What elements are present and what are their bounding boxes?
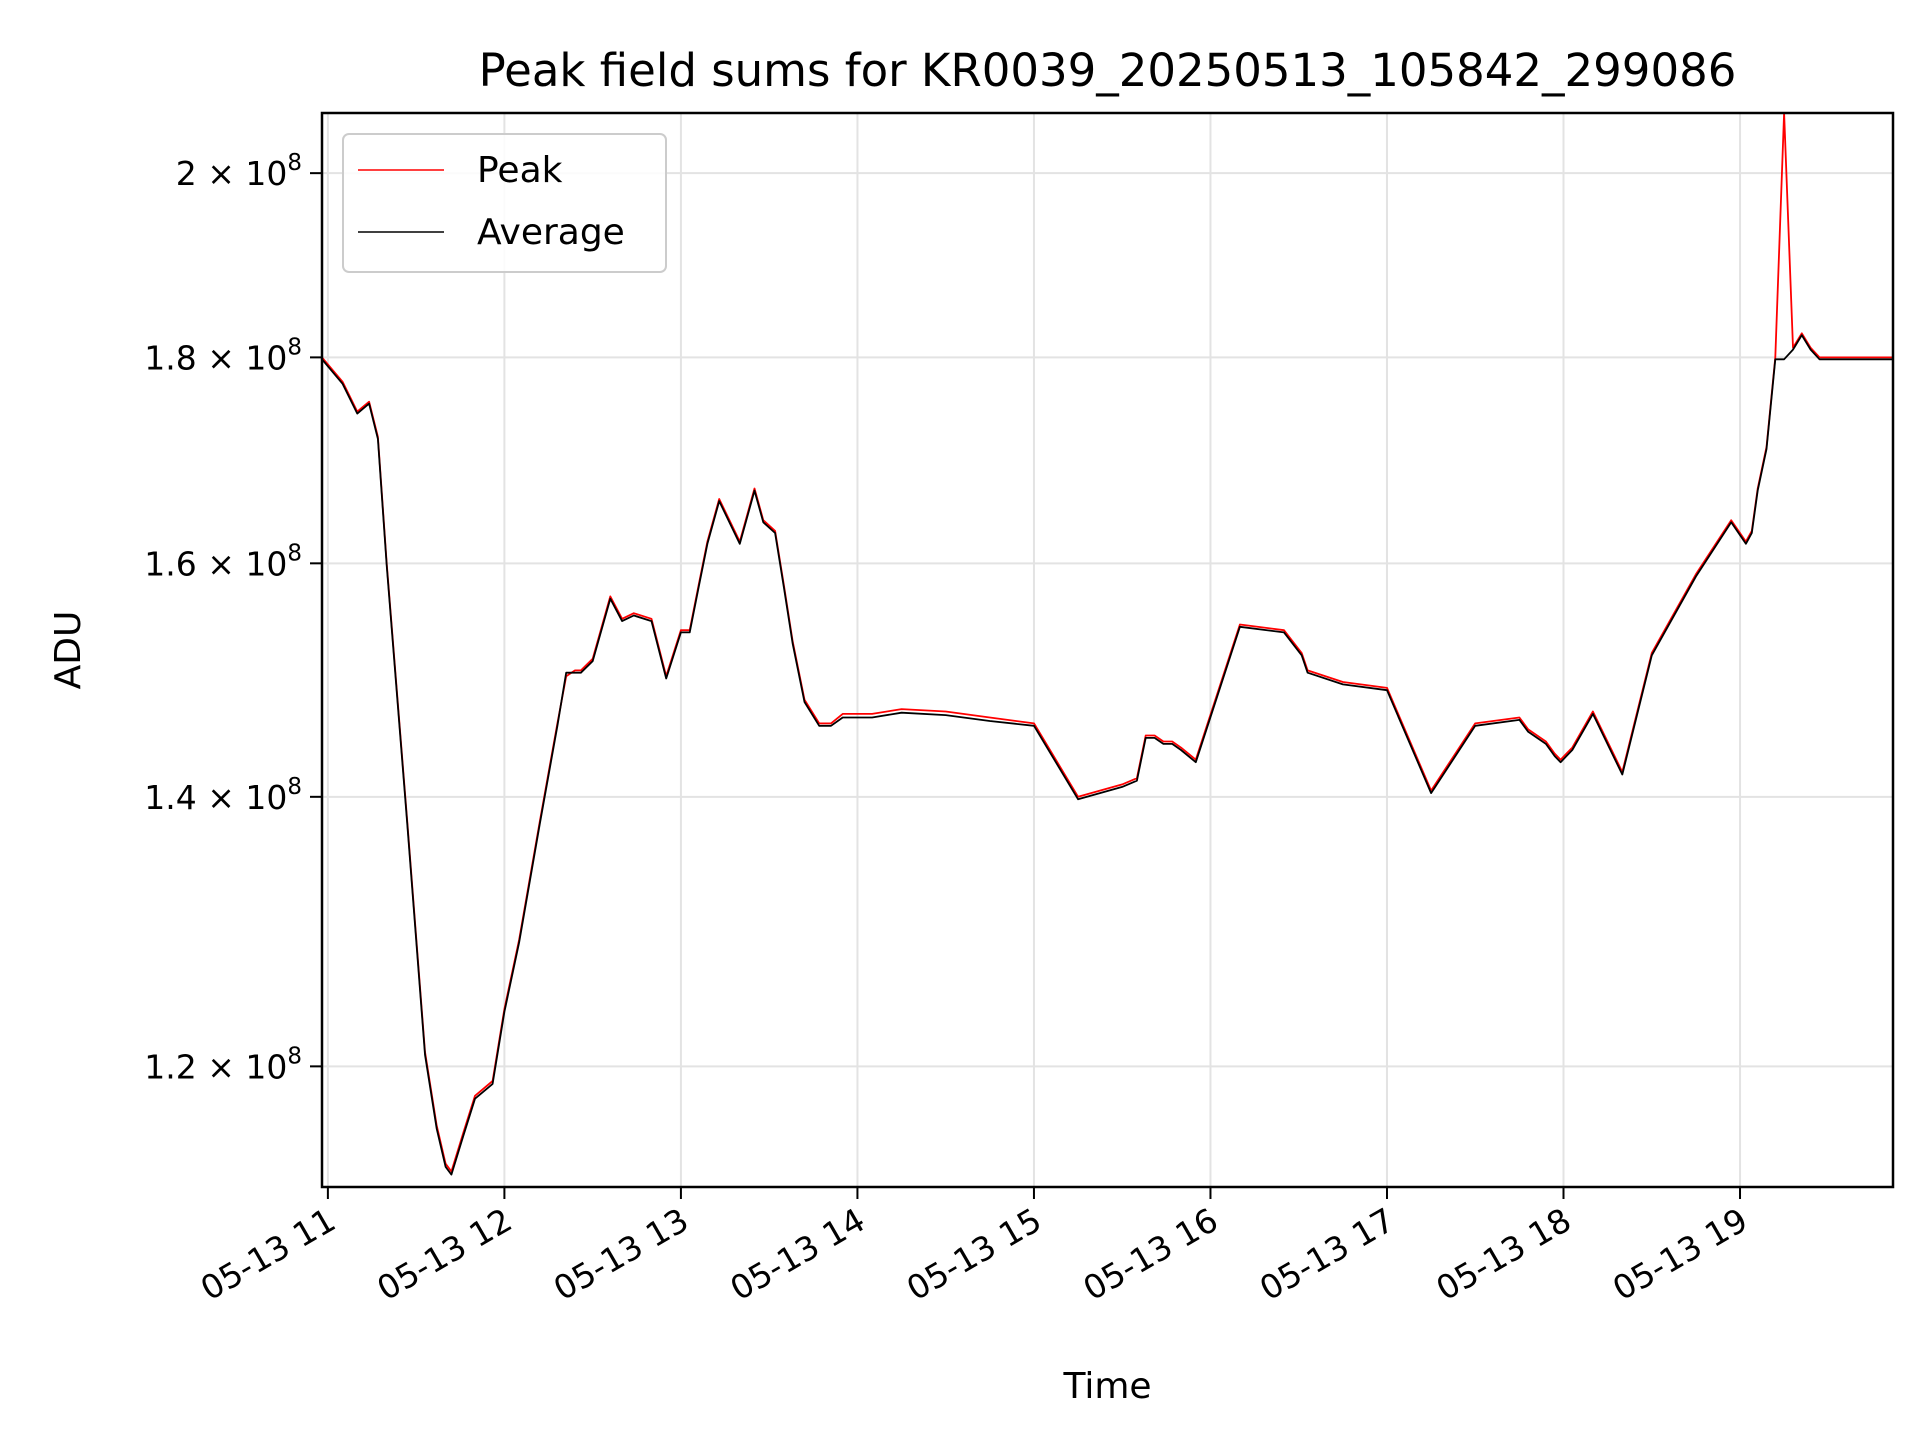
- grid: [322, 113, 1893, 1187]
- y-tick-label: 2 × 108: [176, 150, 302, 193]
- plot-area-frame: [320, 111, 1895, 1189]
- y-tick-label: 1.8 × 108: [144, 334, 302, 377]
- legend-box: [342, 133, 667, 273]
- x-axis-label: Time: [1062, 1366, 1151, 1407]
- y-tick-label: 1.2 × 108: [144, 1043, 302, 1086]
- y-axis-label: ADU: [48, 611, 89, 690]
- series-line-average: [321, 334, 1893, 1176]
- series-lines: [321, 112, 1893, 1176]
- legend-label-average: Average: [477, 212, 625, 253]
- y-tick-label: 1.4 × 108: [144, 774, 302, 817]
- chart-title: Peak field sums for KR0039_20250513_1058…: [479, 44, 1737, 97]
- legend-label-peak: Peak: [477, 150, 563, 191]
- y-tick-label: 1.6 × 108: [144, 540, 302, 583]
- legend: Peak Average: [342, 133, 667, 273]
- y-axis-ticks: 2 × 108 1.8 × 108 1.6 × 108 1.4 × 108 1.2 × …: [144, 150, 322, 1086]
